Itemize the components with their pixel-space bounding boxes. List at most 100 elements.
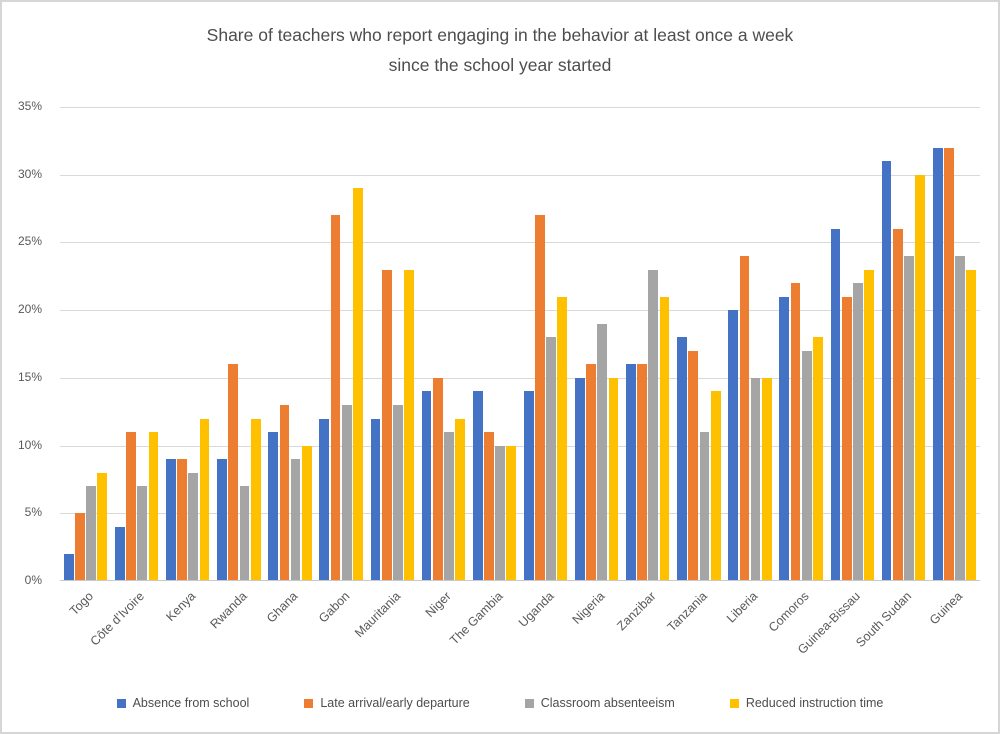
y-tick-label-35: 35%: [17, 99, 42, 113]
bar-absence-from-school-south-sudan: [881, 161, 892, 581]
bar-absence-from-school-niger: [421, 391, 432, 581]
bar-late-arrival-early-departure-comoros: [790, 283, 801, 581]
bar-absence-from-school-togo: [63, 553, 74, 581]
y-tick-label-0: 0%: [24, 573, 42, 587]
bar-absence-from-school-tanzania: [677, 337, 687, 581]
bar-classroom-absenteeism-niger: [444, 432, 454, 581]
legend-item-late-arrival-early-departure: Late arrival/early departure: [304, 696, 470, 710]
legend: Absence from school Late arrival/early de…: [2, 696, 998, 710]
bar-classroom-absenteeism-the-gambia: [495, 445, 505, 581]
bar-late-arrival-early-departure-south-sudan: [892, 228, 903, 581]
bar-classroom-absenteeism-rwanda: [239, 486, 250, 581]
bar-group-liberia: [724, 107, 775, 581]
legend-item-reduced-instruction-time: Reduced instruction time: [729, 696, 883, 710]
bar-reduced-instruction-time-niger: [455, 418, 465, 581]
legend-swatch-classroom-absenteeism: [524, 698, 534, 708]
bar-absence-from-school-rwanda: [217, 459, 227, 581]
x-tick-label-togo: Togo: [67, 589, 97, 619]
bar-group-comoros: [776, 107, 827, 581]
bar-late-arrival-early-departure-liberia: [739, 255, 750, 581]
bar-absence-from-school-zanzibar: [626, 364, 636, 581]
bar-late-arrival-early-departure-guinea: [943, 147, 954, 581]
gridline-20: [60, 310, 980, 312]
x-tick-label-the-gambia: The Gambia: [446, 589, 506, 648]
bar-group-tanzania: [673, 107, 724, 581]
bar-group-guinea-bissau: [827, 107, 878, 581]
bar-group-rwanda: [213, 107, 264, 581]
bar-classroom-absenteeism-uganda: [546, 337, 557, 581]
x-tick-label-comoros: Comoros: [766, 589, 813, 635]
legend-label-late-arrival-early-departure: Late arrival/early departure: [320, 696, 470, 710]
bar-late-arrival-early-departure-gabon: [330, 215, 341, 581]
bar-reduced-instruction-time-south-sudan: [915, 174, 925, 581]
bar-classroom-absenteeism-tanzania: [699, 432, 710, 581]
gridline-25: [60, 242, 980, 244]
bar-absence-from-school-the-gambia: [472, 391, 483, 581]
chart-title-line-2: since the school year started: [388, 55, 612, 75]
bar-classroom-absenteeism-ghana: [290, 459, 301, 581]
bar-classroom-absenteeism-c-te-d-ivoire: [137, 486, 148, 581]
bar-group-zanzibar: [622, 107, 673, 581]
y-tick-label-30: 30%: [17, 166, 42, 181]
bar-reduced-instruction-time-gabon: [352, 188, 363, 581]
bar-reduced-instruction-time-guinea: [966, 269, 977, 581]
chart-title: Share of teachers who report engaging in…: [2, 20, 998, 80]
bar-classroom-absenteeism-south-sudan: [904, 255, 914, 581]
y-tick-label-20: 20%: [17, 302, 42, 317]
y-tick-label-25: 25%: [17, 234, 42, 249]
bar-classroom-absenteeism-nigeria: [597, 323, 608, 581]
bar-group-niger: [418, 107, 469, 581]
legend-label-classroom-absenteeism: Classroom absenteeism: [540, 696, 675, 710]
y-tick-label-5: 5%: [24, 505, 42, 520]
bar-reduced-instruction-time-rwanda: [250, 418, 261, 581]
bar-group-togo: [60, 107, 111, 581]
legend-label-absence-from-school: Absence from school: [132, 696, 250, 710]
bar-group-guinea: [929, 107, 980, 581]
x-tick-label-mauritania: Mauritania: [351, 589, 404, 641]
gridline-30: [60, 174, 980, 176]
bar-reduced-instruction-time-c-te-d-ivoire: [148, 432, 159, 581]
bar-late-arrival-early-departure-the-gambia: [483, 432, 494, 581]
x-tick-label-ghana: Ghana: [264, 589, 301, 626]
plot-area: [60, 107, 980, 581]
bar-group-south-sudan: [878, 107, 929, 581]
bar-absence-from-school-comoros: [779, 296, 790, 581]
bar-reduced-instruction-time-nigeria: [608, 377, 619, 581]
bar-absence-from-school-nigeria: [574, 377, 585, 581]
bar-classroom-absenteeism-liberia: [750, 377, 761, 581]
bar-classroom-absenteeism-gabon: [341, 404, 352, 581]
bar-classroom-absenteeism-comoros: [801, 350, 812, 581]
bar-classroom-absenteeism-kenya: [188, 472, 199, 581]
x-tick-label-c-te-d-ivoire: Côte d’Ivoire: [88, 589, 148, 649]
bar-absence-from-school-guinea-bissau: [830, 228, 841, 581]
gridline-35: [60, 107, 980, 108]
bar-reduced-instruction-time-uganda: [557, 296, 568, 581]
bar-group-nigeria: [571, 107, 622, 581]
bar-reduced-instruction-time-the-gambia: [506, 445, 517, 581]
bar-absence-from-school-c-te-d-ivoire: [114, 526, 125, 581]
x-tick-label-zanzibar: Zanzibar: [614, 589, 659, 634]
bar-group-ghana: [264, 107, 315, 581]
bar-group-c-te-d-ivoire: [111, 107, 162, 581]
x-tick-label-nigeria: Nigeria: [569, 589, 608, 627]
bar-late-arrival-early-departure-mauritania: [381, 269, 392, 581]
bar-group-mauritania: [367, 107, 418, 581]
x-tick-label-niger: Niger: [423, 589, 455, 621]
bar-classroom-absenteeism-mauritania: [392, 404, 403, 581]
y-tick-label-15: 15%: [17, 369, 42, 384]
bar-late-arrival-early-departure-c-te-d-ivoire: [126, 432, 136, 581]
x-axis-line: [60, 580, 980, 581]
bar-absence-from-school-gabon: [319, 418, 330, 581]
bar-late-arrival-early-departure-togo: [75, 513, 85, 581]
bar-group-uganda: [520, 107, 571, 581]
bar-absence-from-school-kenya: [166, 459, 176, 581]
bar-reduced-instruction-time-kenya: [199, 418, 210, 581]
gridline-10: [60, 445, 980, 447]
legend-item-classroom-absenteeism: Classroom absenteeism: [524, 696, 675, 710]
gridline-15: [60, 377, 980, 379]
bar-reduced-instruction-time-guinea-bissau: [864, 269, 874, 581]
bar-absence-from-school-ghana: [268, 432, 279, 581]
bar-reduced-instruction-time-togo: [97, 472, 108, 581]
bar-late-arrival-early-departure-kenya: [177, 459, 188, 581]
